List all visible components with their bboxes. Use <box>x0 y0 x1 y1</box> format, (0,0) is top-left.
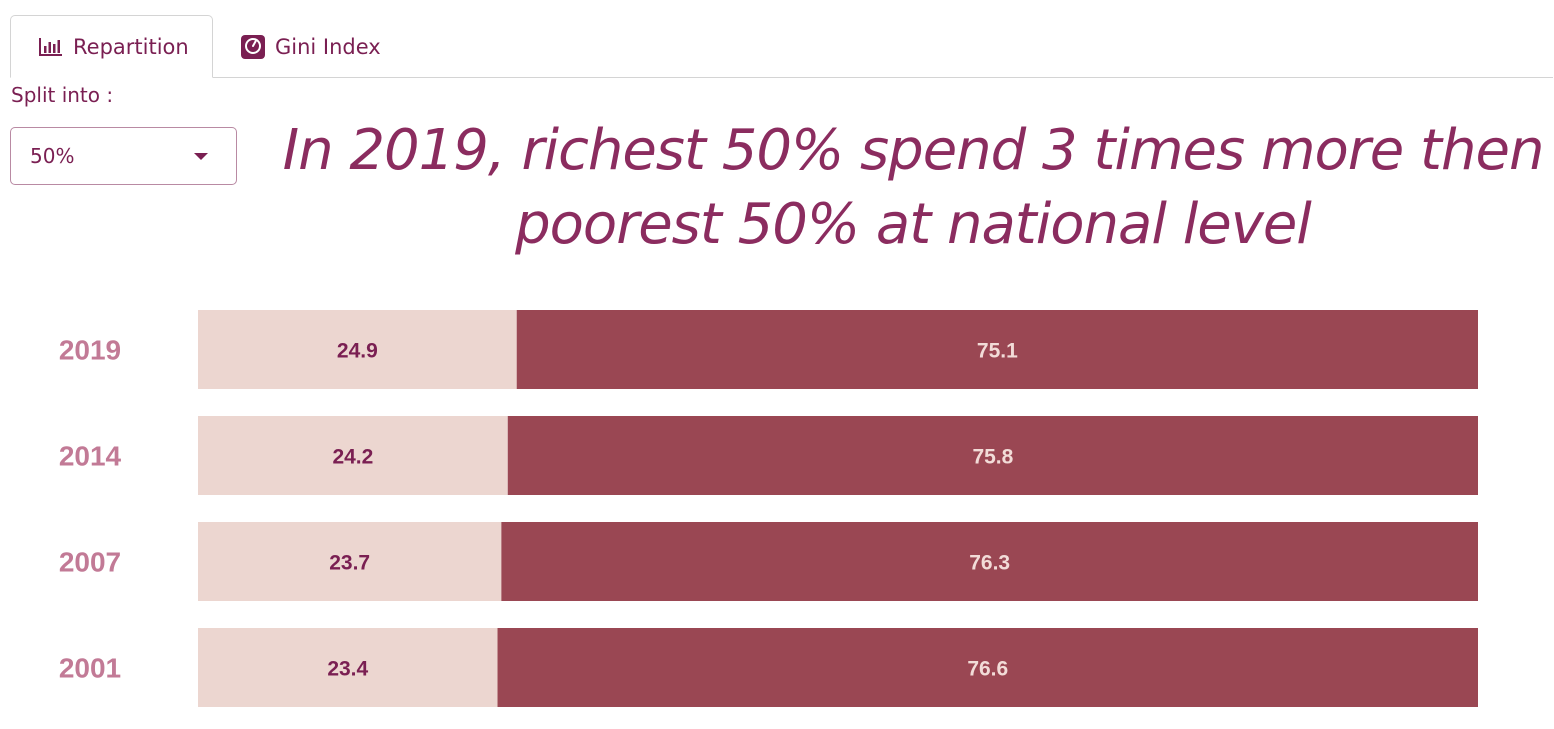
split-select-value: 50% <box>30 144 75 168</box>
scale-icon <box>240 34 266 60</box>
bar-poorest <box>198 628 498 707</box>
bar-richest <box>507 416 1478 495</box>
data-label-poorest: 23.7 <box>329 552 370 575</box>
tab-repartition-label: Repartition <box>73 34 189 59</box>
data-label-richest: 75.1 <box>977 340 1018 363</box>
split-into-label: Split into : <box>11 83 114 107</box>
tab-bar: Repartition Gini Index <box>10 15 1553 78</box>
data-label-richest: 75.8 <box>972 446 1013 469</box>
year-label: 2007 <box>59 547 121 578</box>
bar-richest <box>516 310 1478 389</box>
caret-down-icon <box>194 153 208 160</box>
bar-poorest <box>198 310 517 389</box>
tab-repartition[interactable]: Repartition <box>10 15 213 78</box>
bar-chart-icon <box>38 37 64 57</box>
headline: In 2019, richest 50% spend 3 times more … <box>278 114 1548 262</box>
bar-richest <box>501 522 1478 601</box>
tab-gini-index[interactable]: Gini Index <box>240 15 381 78</box>
headline-line-2: poorest 50% at national level <box>515 192 1312 257</box>
split-select[interactable]: 50% <box>10 127 237 185</box>
data-label-poorest: 23.4 <box>327 658 368 681</box>
stacked-bar-chart: 2019 24.9 75.1 2014 24.2 75.8 2007 23.7 76.3 2001… <box>59 310 1478 707</box>
data-label-richest: 76.6 <box>967 658 1008 681</box>
bar-richest <box>497 628 1478 707</box>
year-label: 2001 <box>59 653 121 684</box>
headline-line-1: In 2019, richest 50% spend 3 times more … <box>282 118 1545 183</box>
data-label-richest: 76.3 <box>969 552 1010 575</box>
data-label-poorest: 24.9 <box>337 340 378 363</box>
data-label-poorest: 24.2 <box>332 446 373 469</box>
bar-poorest <box>198 416 508 495</box>
bar-poorest <box>198 522 502 601</box>
tab-gini-index-label: Gini Index <box>275 34 381 59</box>
year-label: 2014 <box>59 441 122 472</box>
year-label: 2019 <box>59 335 121 366</box>
